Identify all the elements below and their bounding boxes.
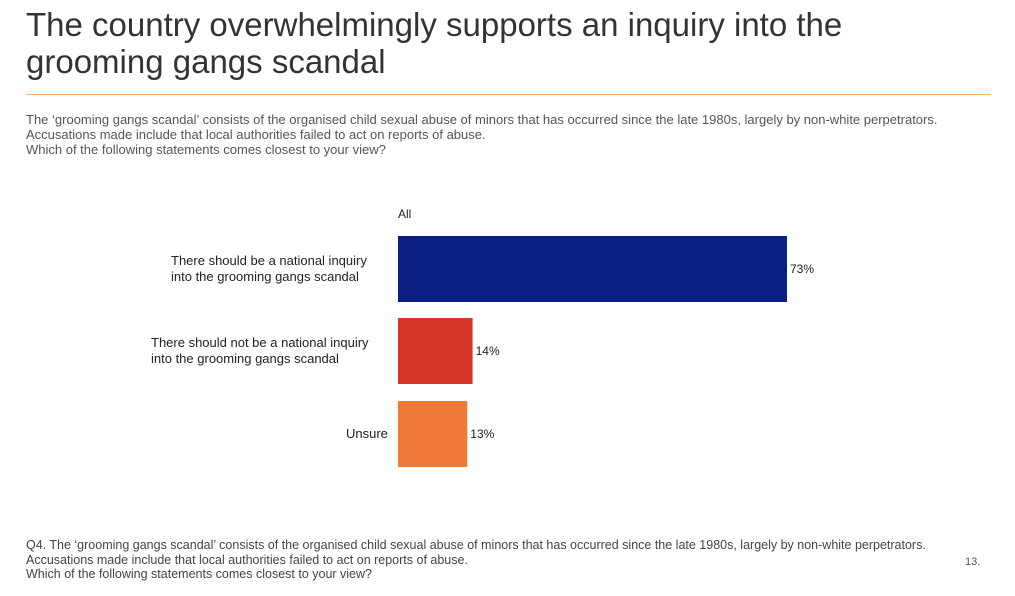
page-title: The country overwhelmingly supports an i… [26, 6, 843, 80]
page-number: 13. [965, 556, 981, 568]
category-label-3: Unsure [346, 426, 388, 441]
value-label-3: 13% [470, 427, 494, 441]
footnote: Q4. The ‘grooming gangs scandal’ consist… [26, 538, 926, 582]
category-label-2: There should not be a national inquiry in… [151, 335, 369, 366]
footnote-question: Which of the following statements comes … [26, 567, 372, 581]
bar-3 [398, 401, 468, 467]
intro-question: Which of the following statements comes … [26, 142, 386, 157]
category-label-1: There should be a national inquiry into t… [171, 253, 367, 284]
bar-1 [398, 236, 787, 302]
intro-text: The ‘grooming gangs scandal’ consists of… [26, 112, 938, 142]
footnote-text: Q4. The ‘grooming gangs scandal’ consist… [26, 538, 926, 567]
value-label-2: 14% [476, 344, 500, 358]
title-divider [26, 94, 991, 95]
bar-2 [398, 318, 473, 384]
question-intro: The ‘grooming gangs scandal’ consists of… [26, 112, 946, 157]
series-label: All [398, 207, 411, 221]
value-label-1: 73% [790, 262, 814, 276]
bar-chart: All 73% There should be a national inquir… [151, 207, 814, 467]
